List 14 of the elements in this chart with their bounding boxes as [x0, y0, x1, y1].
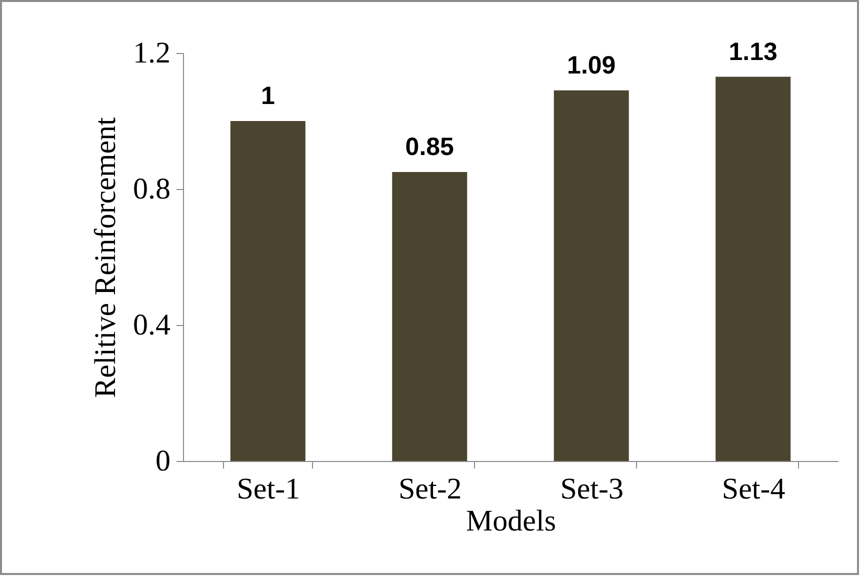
data-label: 1.09 — [567, 51, 616, 80]
x-tick-label: Set-1 — [236, 472, 300, 506]
y-tick-label: 0 — [156, 444, 170, 478]
x-tick-label: Set-3 — [560, 472, 624, 506]
y-axis-title: Relitive Reinforcement — [89, 116, 122, 398]
x-tick-label: Set-4 — [722, 472, 786, 506]
x-tick-label: Set-2 — [398, 472, 462, 506]
data-label: 0.85 — [405, 133, 454, 161]
x-axis-title: Models — [466, 504, 556, 538]
data-label: 1 — [260, 82, 275, 110]
data-label: 1.13 — [728, 38, 778, 66]
y-tick-label: 0.4 — [133, 308, 170, 342]
y-tick-label: 0.8 — [133, 172, 170, 206]
y-tick-label: 1.2 — [133, 36, 170, 70]
